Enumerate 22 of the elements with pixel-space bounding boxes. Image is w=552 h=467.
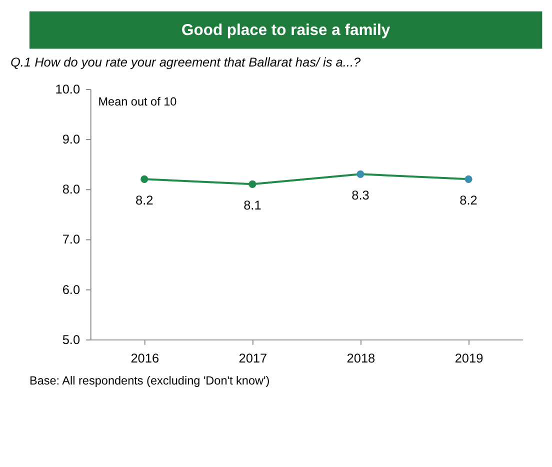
data-label: 8.1: [244, 198, 262, 213]
y-tick-label: 7.0: [62, 232, 80, 247]
y-tick-label: 6.0: [62, 282, 80, 297]
y-tick-label: 10.0: [55, 81, 80, 96]
x-tick-label: 2018: [346, 350, 376, 366]
annotation: Mean out of 10: [98, 96, 178, 109]
y-tick-label: 9.0: [62, 131, 80, 146]
point: [464, 175, 472, 183]
x-tick-label: 2016: [130, 350, 160, 366]
point: [356, 170, 364, 178]
data-label: 8.2: [136, 192, 154, 208]
data-label: 8.3: [352, 188, 370, 203]
point: [140, 175, 148, 183]
chart-title: Good place to raise a family: [182, 22, 390, 39]
text: Base: All respondents (excluding 'Don't know'): [29, 374, 270, 388]
x-tick-label: 2017: [238, 350, 268, 366]
chart-subtitle: Q.1 How do you rate your agreement that Ballarat has/ is a...?: [10, 54, 362, 70]
y-tick-label: 8.0: [62, 182, 80, 197]
data-label: 8.2: [460, 192, 478, 208]
y-tick-label: 5.0: [62, 332, 80, 347]
x-tick-label: 2019: [454, 350, 484, 366]
point: [248, 180, 256, 188]
